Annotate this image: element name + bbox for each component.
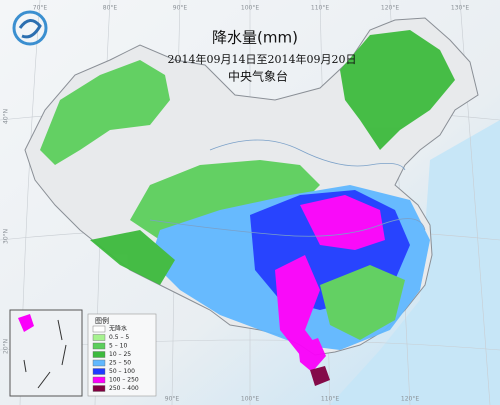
graticule-label: 70°E — [33, 5, 48, 12]
graticule-label: 20°N — [3, 339, 10, 354]
graticule-label: 90°E — [165, 396, 180, 403]
legend-label: 10 – 25 — [109, 351, 131, 358]
legend-swatch — [92, 385, 106, 392]
map-title: 降水量(mm) — [212, 29, 298, 47]
legend-label: 25 – 50 — [109, 360, 131, 367]
map-subtitle: 2014年09月14日至2014年09月20日 — [168, 52, 357, 66]
legend-label: 无降水 — [109, 325, 127, 333]
graticule-label: 100°E — [241, 396, 259, 403]
legend-label: 100 – 250 — [109, 377, 139, 384]
graticule-label: 30°N — [3, 229, 10, 244]
graticule-label: 130°E — [451, 5, 469, 12]
legend-label: 5 – 10 — [109, 343, 127, 350]
rivers — [149, 139, 426, 237]
graticule-label: 100°E — [241, 5, 259, 12]
inset-islands — [23, 319, 67, 389]
graticule-label: 120°E — [401, 396, 419, 403]
legend-swatch — [92, 368, 106, 375]
graticule-label: 90°E — [173, 5, 188, 12]
legend-swatch — [92, 325, 106, 333]
graticule-label: 80°E — [103, 5, 118, 12]
graticule-label: 40°N — [3, 109, 10, 124]
legend-swatch — [92, 376, 106, 384]
graticule-label: 110°E — [311, 5, 329, 12]
legend-swatch — [92, 342, 106, 350]
legend-label: 50 – 100 — [109, 368, 135, 375]
legend-label: 250 – 400 — [109, 385, 139, 392]
legend-swatch — [92, 351, 106, 358]
logo — [12, 10, 48, 46]
inset-land — [18, 314, 34, 332]
graticule-label: 110°E — [321, 396, 339, 403]
legend-swatch — [92, 334, 106, 341]
legend-label: 0.5 – 5 — [109, 334, 129, 341]
graticule-label: 120°E — [381, 5, 399, 12]
legend-swatch — [92, 359, 106, 367]
sea — [330, 120, 500, 405]
legend-title: 图例 — [95, 316, 109, 325]
map-source: 中央气象台 — [228, 69, 288, 84]
